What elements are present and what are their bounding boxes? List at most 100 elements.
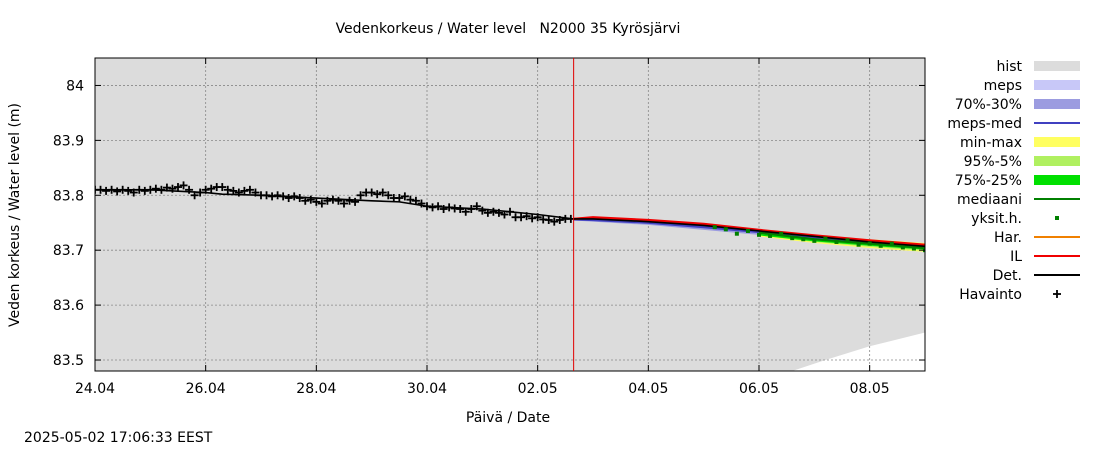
yksit-point bbox=[900, 245, 905, 250]
havainto-point bbox=[506, 207, 514, 216]
havainto-point bbox=[517, 213, 526, 222]
yksit-point bbox=[834, 239, 839, 244]
havainto-point bbox=[251, 188, 260, 197]
yksit-point bbox=[768, 233, 773, 238]
havainto-point bbox=[185, 185, 194, 194]
havainto-point bbox=[439, 205, 448, 214]
legend-label-yksit: yksit.h. bbox=[971, 211, 1022, 227]
havainto-point bbox=[234, 188, 243, 197]
havainto-point bbox=[295, 194, 304, 203]
y-tick-label: 83.6 bbox=[53, 298, 84, 314]
legend-label-il: IL bbox=[1010, 249, 1022, 265]
yksit-point bbox=[779, 231, 784, 236]
havainto-point bbox=[306, 195, 315, 204]
havainto-point bbox=[301, 196, 310, 205]
legend-label-mediaani: mediaani bbox=[957, 192, 1022, 208]
havainto-point bbox=[179, 181, 188, 190]
havainto-point bbox=[528, 214, 537, 223]
havainto-point bbox=[96, 185, 105, 194]
legend-label-p70_30: 70%-30% bbox=[955, 97, 1022, 113]
y-tick-label: 83.5 bbox=[53, 353, 84, 369]
havainto-point bbox=[340, 199, 348, 208]
y-tick-label: 83.8 bbox=[53, 188, 84, 204]
yksit-point bbox=[823, 236, 828, 241]
havainto-point bbox=[356, 191, 365, 200]
havainto-point bbox=[129, 188, 138, 197]
havainto-point bbox=[428, 203, 437, 212]
series-line-mediaani bbox=[758, 231, 925, 250]
havainto-point bbox=[461, 207, 470, 216]
havainto-point bbox=[483, 208, 492, 217]
havainto-point bbox=[373, 190, 382, 199]
havainto-point bbox=[323, 196, 332, 205]
havainto-point bbox=[174, 183, 182, 192]
havainto-point bbox=[533, 213, 542, 222]
timestamp: 2025-05-02 17:06:33 EEST bbox=[24, 430, 213, 446]
x-tick-label: 02.05 bbox=[518, 381, 558, 397]
x-tick-label: 04.05 bbox=[628, 381, 668, 397]
havainto-point bbox=[268, 192, 277, 201]
havainto-point bbox=[140, 186, 149, 195]
x-tick-label: 08.05 bbox=[850, 381, 890, 397]
yksit-point bbox=[911, 246, 916, 251]
havainto-point bbox=[555, 215, 564, 224]
havainto-point bbox=[262, 191, 271, 200]
havainto-point bbox=[351, 197, 360, 206]
havainto-point bbox=[328, 195, 337, 204]
legend-swatch-min_max bbox=[1034, 137, 1080, 147]
havainto-point bbox=[312, 197, 321, 206]
havainto-point bbox=[113, 187, 122, 196]
yksit-point bbox=[712, 225, 717, 230]
havainto-point bbox=[168, 184, 177, 193]
legend-label-hist: hist bbox=[996, 59, 1022, 75]
yksit-point bbox=[878, 243, 883, 248]
x-tick-label: 24.04 bbox=[75, 381, 115, 397]
havainto-point bbox=[279, 192, 288, 201]
yksit-point bbox=[845, 238, 850, 243]
x-tick-label: 26.04 bbox=[186, 381, 226, 397]
x-tick-label: 06.05 bbox=[739, 381, 779, 397]
legend: hist meps 70%-30% meps-med min-max 95%-5% 75%-… bbox=[947, 59, 1080, 303]
y-axis-label: Veden korkeus / Water level (m) bbox=[7, 103, 23, 327]
havainto-point bbox=[411, 196, 420, 205]
band-p70_30 bbox=[573, 218, 815, 241]
legend-swatch-hist bbox=[1034, 61, 1080, 71]
havainto-point bbox=[102, 186, 111, 195]
havainto-point bbox=[207, 184, 216, 193]
yksit-point bbox=[867, 241, 872, 246]
legend-label-det: Det. bbox=[993, 268, 1022, 284]
havainto-point bbox=[434, 202, 443, 211]
legend-swatch-meps bbox=[1034, 80, 1080, 90]
yksit-point bbox=[757, 232, 761, 237]
legend-swatch-p75_25 bbox=[1034, 175, 1080, 185]
yksit-point bbox=[801, 237, 806, 242]
havainto-point bbox=[417, 199, 426, 208]
havainto-point bbox=[445, 203, 454, 212]
havainto-point bbox=[472, 202, 481, 211]
havainto-point bbox=[146, 185, 155, 194]
havainto-point bbox=[229, 186, 238, 195]
yksit-point bbox=[723, 227, 728, 232]
series-line-il bbox=[573, 216, 925, 246]
havainto-point bbox=[118, 185, 127, 194]
legend-swatch-yksit bbox=[1055, 216, 1059, 220]
legend-label-p75_25: 75%-25% bbox=[955, 173, 1022, 189]
havainto-point bbox=[406, 195, 415, 204]
havainto-point bbox=[157, 185, 166, 194]
havainto-point bbox=[467, 205, 476, 214]
havainto-point bbox=[317, 199, 326, 208]
y-tick-label: 83.9 bbox=[53, 133, 84, 149]
havainto-point bbox=[522, 212, 531, 221]
havainto-point bbox=[223, 185, 232, 194]
yksit-point bbox=[812, 238, 817, 243]
havainto-point bbox=[290, 192, 299, 201]
havainto-point bbox=[345, 196, 354, 205]
havainto-point bbox=[395, 194, 404, 203]
yksit-point bbox=[734, 231, 739, 236]
legend-label-meps_med: meps-med bbox=[947, 116, 1022, 132]
havainto-point bbox=[456, 205, 465, 214]
x-tick-label: 30.04 bbox=[407, 381, 447, 397]
havainto-point bbox=[400, 192, 409, 201]
havainto-point bbox=[124, 186, 133, 195]
